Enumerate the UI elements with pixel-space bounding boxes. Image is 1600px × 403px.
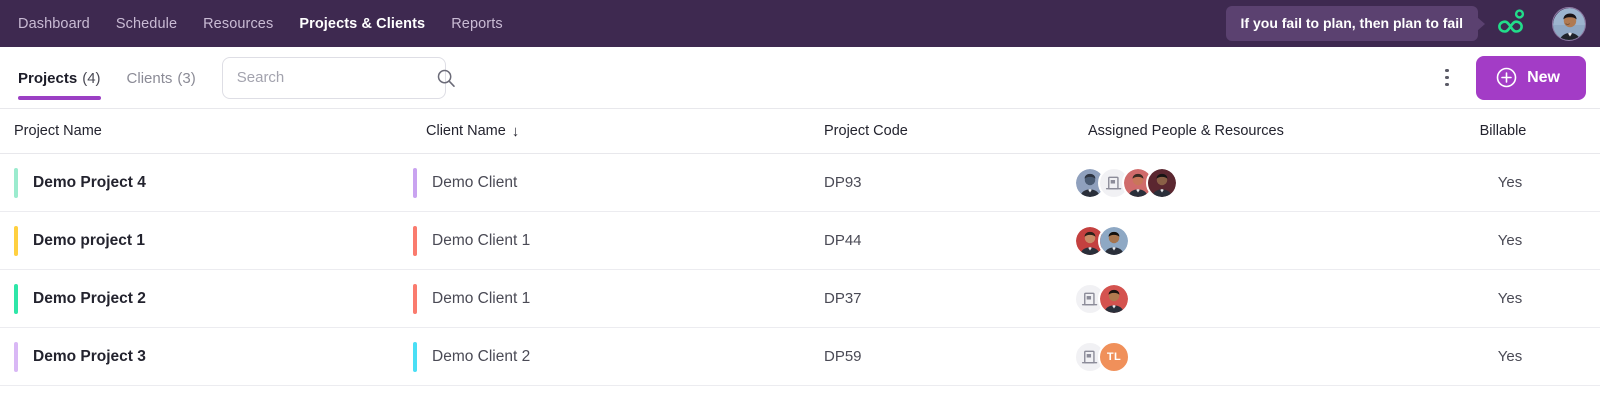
table-header-row: Project Name Client Name ↓ Project Code …	[0, 109, 1600, 154]
tab-clients-count: (3)	[177, 70, 196, 87]
client-color-bar	[413, 341, 417, 372]
toolbar-actions: New	[1436, 55, 1586, 100]
search-input[interactable]	[236, 69, 436, 86]
new-button[interactable]: New	[1476, 55, 1586, 100]
cell-assigned-people[interactable]	[1068, 166, 1448, 199]
column-header-billable[interactable]: Billable	[1479, 123, 1527, 139]
cell-project-code: DP93	[824, 174, 862, 191]
tab-projects-count: (4)	[82, 70, 101, 87]
project-color-bar	[14, 283, 18, 314]
avatar[interactable]	[1098, 224, 1130, 257]
cell-client-name[interactable]: Demo Client 1	[405, 225, 803, 256]
client-color-bar	[413, 167, 417, 198]
avatar-initials[interactable]: TL	[1098, 340, 1130, 373]
topbar-right-group: If you fail to plan, then plan to fail	[1225, 6, 1586, 41]
cell-project-code: DP44	[824, 232, 862, 249]
nav-item-projects-clients[interactable]: Projects & Clients	[299, 15, 426, 32]
tab-clients-label: Clients	[126, 70, 173, 87]
avatar-group[interactable]	[1068, 224, 1130, 257]
search-box[interactable]	[221, 56, 455, 99]
plus-circle-icon	[1496, 67, 1517, 88]
column-header-client-name[interactable]: Client Name ↓	[405, 123, 803, 139]
projects-table: Project Name Client Name ↓ Project Code …	[0, 109, 1600, 386]
column-header-project-name[interactable]: Project Name	[14, 123, 102, 139]
tab-projects[interactable]: Projects (4)	[18, 47, 101, 108]
cell-project-name[interactable]: Demo Project 4	[0, 167, 405, 198]
cell-client-name[interactable]: Demo Client 2	[405, 341, 803, 372]
client-color-bar	[413, 225, 417, 256]
project-name-text: Demo Project 2	[33, 289, 146, 307]
cell-client-name[interactable]: Demo Client 1	[405, 283, 803, 314]
cell-billable: Yes	[1497, 348, 1523, 365]
project-name-text: Demo Project 4	[33, 173, 146, 191]
client-name-text: Demo Client 1	[432, 289, 531, 307]
cell-project-code: DP59	[824, 348, 862, 365]
column-header-client-name-label: Client Name	[426, 123, 506, 139]
cell-project-name[interactable]: Demo Project 3	[0, 341, 405, 372]
table-row[interactable]: Demo Project 2 Demo Client 1 DP37 Yes	[0, 270, 1600, 328]
table-row[interactable]: Demo Project 4 Demo Client DP93 Yes	[0, 154, 1600, 212]
tab-projects-label: Projects	[18, 70, 78, 87]
avatar[interactable]	[1552, 6, 1586, 41]
motivational-quote-bubble: If you fail to plan, then plan to fail	[1225, 6, 1478, 41]
cell-billable: Yes	[1497, 290, 1523, 307]
nav-item-dashboard[interactable]: Dashboard	[18, 15, 90, 32]
table-row[interactable]: Demo Project 3 Demo Client 2 DP59 TL Yes	[0, 328, 1600, 386]
project-name-text: Demo project 1	[33, 231, 145, 249]
avatar-group[interactable]	[1068, 282, 1130, 315]
cell-billable: Yes	[1497, 174, 1523, 191]
column-header-assigned[interactable]: Assigned People & Resources	[1088, 123, 1284, 139]
column-header-project-code[interactable]: Project Code	[824, 123, 908, 139]
avatar-group[interactable]	[1068, 166, 1178, 199]
project-color-bar	[14, 341, 18, 372]
client-name-text: Demo Client 1	[432, 231, 531, 249]
sort-descending-icon: ↓	[511, 122, 520, 140]
nav-item-resources[interactable]: Resources	[203, 15, 274, 32]
more-vertical-icon[interactable]	[1436, 64, 1458, 92]
sub-toolbar: Projects(4) Clients(3) New	[0, 47, 1600, 109]
cell-project-name[interactable]: Demo project 1	[0, 225, 405, 256]
table-body: Demo Project 4 Demo Client DP93 Yes Demo pro…	[0, 154, 1600, 386]
cell-project-code: DP37	[824, 290, 862, 307]
client-name-text: Demo Client 2	[432, 347, 531, 365]
cell-assigned-people[interactable]	[1068, 282, 1448, 315]
client-name-text: Demo Client	[432, 173, 518, 191]
top-navigation-bar: Dashboard Schedule Resources Projects & Cli…	[0, 0, 1600, 47]
table-row[interactable]: Demo project 1 Demo Client 1 DP44 Yes	[0, 212, 1600, 270]
cell-project-name[interactable]: Demo Project 2	[0, 283, 405, 314]
main-nav: Dashboard Schedule Resources Projects & Cli…	[18, 16, 503, 32]
new-button-label: New	[1527, 68, 1560, 86]
nav-item-schedule[interactable]: Schedule	[115, 15, 178, 32]
client-color-bar	[413, 283, 417, 314]
infinity-logo-icon[interactable]	[1494, 7, 1534, 41]
project-name-text: Demo Project 3	[33, 347, 146, 365]
avatar[interactable]	[1146, 166, 1178, 199]
cell-client-name[interactable]: Demo Client	[405, 167, 803, 198]
search-icon[interactable]	[436, 68, 456, 88]
cell-billable: Yes	[1497, 232, 1523, 249]
avatar[interactable]	[1098, 282, 1130, 315]
nav-item-reports[interactable]: Reports	[451, 15, 503, 32]
project-color-bar	[14, 167, 18, 198]
cell-assigned-people[interactable]	[1068, 224, 1448, 257]
cell-assigned-people[interactable]: TL	[1068, 340, 1448, 373]
project-color-bar	[14, 225, 18, 256]
avatar-group[interactable]: TL	[1068, 340, 1130, 373]
entity-tabs: Projects (4) Clients (3)	[18, 47, 196, 108]
tab-clients[interactable]: Clients (3)	[127, 47, 196, 108]
